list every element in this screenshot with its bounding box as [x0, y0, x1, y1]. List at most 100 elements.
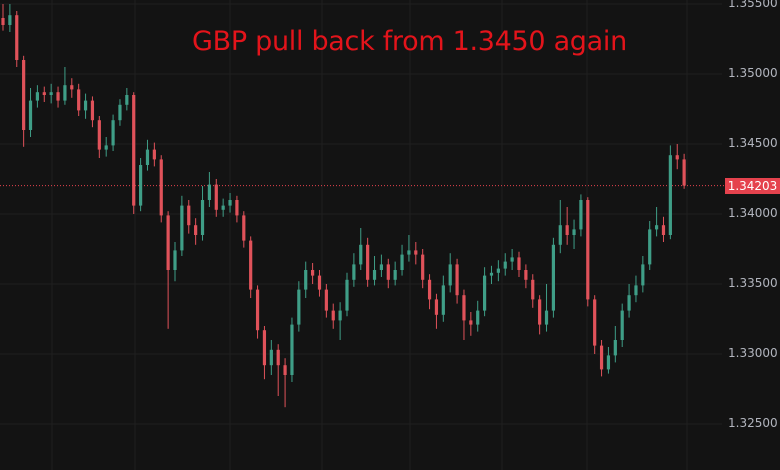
candle-body — [49, 92, 53, 95]
candle-body — [242, 215, 246, 241]
chart-title: GBP pull back from 1.3450 again — [192, 26, 627, 57]
candle — [90, 96, 95, 128]
candle — [235, 195, 239, 223]
candle — [372, 256, 377, 286]
candle-body — [207, 184, 211, 200]
candle — [242, 211, 246, 248]
candle — [641, 256, 645, 293]
candle-body — [42, 92, 46, 95]
candle — [63, 67, 67, 105]
candle — [675, 144, 679, 170]
candle — [427, 274, 432, 310]
candle — [97, 116, 101, 158]
candle-body — [22, 60, 26, 130]
candle — [434, 293, 439, 329]
candle-body — [441, 285, 445, 315]
candle — [311, 263, 315, 284]
candle-body — [489, 272, 494, 276]
candle — [407, 235, 411, 262]
candle-body — [70, 85, 74, 90]
candle — [558, 200, 562, 254]
candle — [173, 242, 177, 282]
candle-body — [345, 279, 349, 311]
candle — [83, 93, 88, 119]
y-tick-label: 1.35000 — [728, 66, 778, 80]
candle — [469, 312, 473, 336]
candle-body — [655, 225, 659, 230]
candle-body — [407, 250, 411, 255]
candle — [283, 358, 287, 408]
candle-body — [324, 289, 328, 311]
candle — [132, 92, 136, 214]
candle — [35, 85, 39, 108]
candle-body — [565, 225, 569, 235]
candle — [77, 83, 81, 116]
candle — [455, 258, 459, 304]
candle — [159, 155, 163, 223]
candle-body — [620, 310, 624, 340]
candle — [503, 253, 507, 276]
candle-body — [648, 229, 652, 265]
candle — [682, 153, 686, 189]
candle — [531, 274, 535, 308]
candle-body — [386, 264, 390, 280]
candle — [517, 251, 521, 277]
candle-body — [448, 264, 452, 286]
candle-body — [434, 299, 439, 315]
candle-body — [510, 257, 514, 262]
candle-body — [1, 18, 5, 25]
candle-body — [359, 244, 363, 265]
candle — [276, 344, 280, 396]
candle-body — [63, 85, 67, 101]
candle — [139, 158, 143, 212]
candle — [421, 249, 425, 289]
candle — [606, 347, 611, 374]
candle — [352, 253, 356, 287]
candle — [166, 211, 170, 329]
candle-body — [483, 275, 487, 311]
candle — [118, 99, 122, 126]
candle — [386, 258, 390, 289]
candle — [359, 228, 363, 270]
candle-body — [641, 264, 645, 286]
candle-body — [221, 205, 225, 210]
candle-body — [269, 349, 273, 366]
candle-body — [524, 270, 528, 280]
candle-body — [317, 275, 322, 290]
candle — [70, 78, 74, 98]
candle — [599, 340, 604, 377]
candle — [8, 4, 12, 32]
y-tick-label: 1.35500 — [728, 0, 778, 10]
candle — [538, 295, 542, 335]
candle-body — [56, 92, 60, 101]
candle — [489, 265, 494, 284]
candle-body — [531, 279, 535, 300]
candle — [290, 317, 294, 382]
candle — [187, 200, 191, 234]
candle — [269, 340, 273, 375]
candle-body — [28, 100, 33, 130]
candle-body — [77, 89, 81, 111]
candle-body — [83, 100, 88, 111]
candle-body — [304, 270, 308, 290]
candle — [304, 261, 308, 298]
candle-body — [544, 310, 549, 325]
candle — [448, 253, 452, 293]
candle-body — [469, 320, 473, 325]
candle-body — [366, 244, 370, 280]
candle — [221, 198, 225, 217]
candle — [579, 194, 583, 237]
candle-body — [228, 200, 232, 206]
candle — [207, 172, 211, 207]
candle-body — [414, 250, 418, 255]
candle-body — [675, 155, 679, 160]
candle-body — [379, 264, 383, 270]
candle — [393, 261, 397, 286]
candle-body — [262, 330, 267, 366]
candle — [42, 86, 46, 102]
candle-body — [132, 95, 136, 206]
candle-body — [462, 295, 466, 321]
candle-body — [235, 200, 239, 216]
candle-body — [331, 310, 335, 321]
candle-body — [283, 365, 287, 375]
